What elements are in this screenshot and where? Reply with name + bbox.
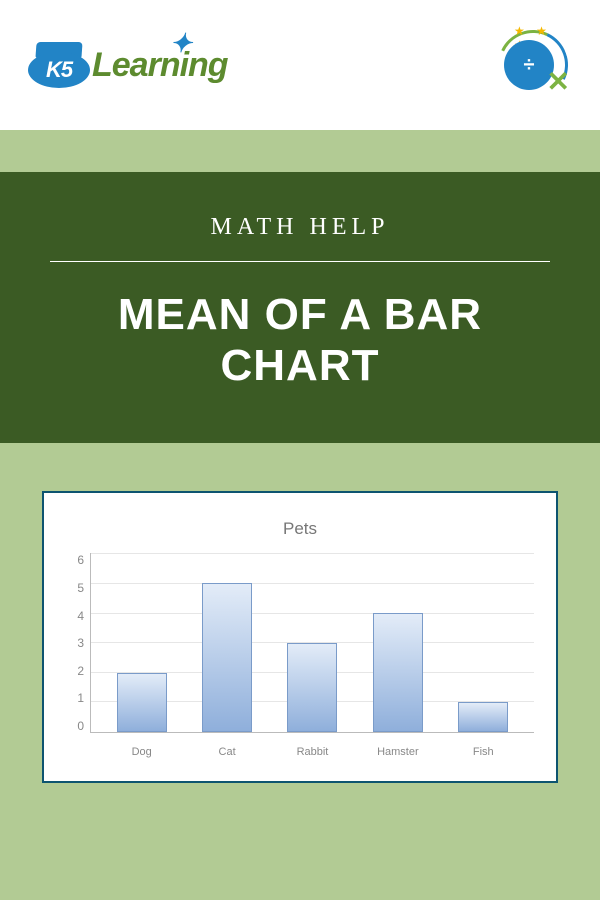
bar — [373, 613, 423, 732]
x-label: Fish — [458, 746, 508, 758]
body-section: MATH HELP MEAN OF A BAR CHART Pets 0 1 2 3 4… — [0, 130, 600, 900]
bar — [287, 643, 337, 733]
y-tick: 1 — [66, 691, 84, 705]
y-tick: 5 — [66, 581, 84, 595]
brand-name: Learning✦ — [92, 46, 228, 85]
y-tick: 6 — [66, 553, 84, 567]
x-label: Hamster — [373, 746, 423, 758]
x-label: Rabbit — [287, 746, 337, 758]
plot-area: DogCatRabbitHamsterFish — [90, 553, 534, 733]
bar — [202, 583, 252, 732]
x-label: Dog — [117, 746, 167, 758]
k5-badge-icon: K5 — [28, 42, 90, 88]
multiply-icon: ✕ — [547, 65, 570, 98]
page-title: MEAN OF A BAR CHART — [50, 290, 550, 391]
title-divider — [50, 261, 550, 262]
bar — [117, 673, 167, 733]
y-tick: 0 — [66, 719, 84, 733]
x-axis: Dog Cat Rabbit Hamster Fish — [91, 746, 534, 758]
title-panel: MATH HELP MEAN OF A BAR CHART — [0, 172, 600, 443]
y-tick: 2 — [66, 664, 84, 678]
page-root: K5 Learning✦ ★ ★ ★ ÷ ✕ MATH HELP MEAN OF… — [0, 0, 600, 900]
bars-group — [91, 553, 534, 732]
chart-panel: Pets 0 1 2 3 4 5 6 Dog Cat Rabbit Hamster Fish — [42, 491, 558, 783]
y-tick: 3 — [66, 636, 84, 650]
header-bar: K5 Learning✦ ★ ★ ★ ÷ ✕ — [0, 0, 600, 130]
y-tick: 4 — [66, 609, 84, 623]
y-axis: 0 1 2 3 4 5 6 — [66, 553, 90, 763]
x-label: Cat — [202, 746, 252, 758]
math-badge-icon: ★ ★ ★ ÷ ✕ — [494, 26, 572, 104]
page-subtitle: MATH HELP — [50, 214, 550, 241]
bar — [458, 702, 508, 732]
star-icon: ✦ — [170, 28, 191, 59]
chart-title: Pets — [66, 519, 534, 539]
chart-area: 0 1 2 3 4 5 6 Dog Cat Rabbit Hamster Fish — [66, 553, 534, 763]
k5-text: K5 — [28, 52, 90, 88]
brand-logo: K5 Learning✦ — [28, 42, 228, 88]
